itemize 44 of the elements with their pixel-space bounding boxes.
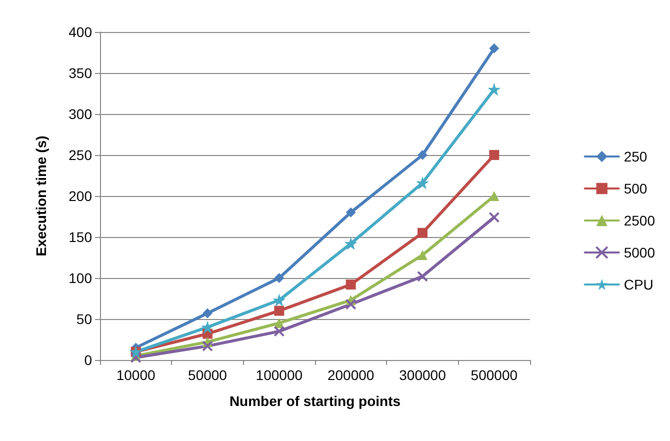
point bbox=[417, 270, 428, 282]
point bbox=[202, 308, 212, 318]
legend-label: 5000 bbox=[624, 244, 656, 260]
point bbox=[272, 294, 286, 307]
point bbox=[274, 306, 284, 316]
x-tick-label: 10000 bbox=[116, 367, 156, 383]
y-axis-title: Execution time (s) bbox=[33, 136, 49, 256]
point bbox=[416, 176, 429, 190]
point bbox=[130, 352, 142, 364]
point bbox=[345, 298, 356, 310]
point bbox=[344, 237, 358, 250]
point bbox=[418, 250, 428, 260]
y-tick-label: 400 bbox=[68, 24, 92, 40]
point bbox=[418, 150, 428, 160]
x-tick-label: 500000 bbox=[470, 367, 518, 383]
y-tick-label: 150 bbox=[68, 229, 92, 245]
point bbox=[488, 212, 500, 223]
y-tick-label: 250 bbox=[68, 147, 92, 163]
point bbox=[346, 280, 356, 290]
y-tick-label: 100 bbox=[68, 270, 92, 286]
legend-label: CPU bbox=[624, 276, 654, 292]
point bbox=[346, 207, 356, 218]
y-tick-label: 50 bbox=[76, 311, 92, 327]
point bbox=[489, 191, 500, 201]
x-tick-label: 50000 bbox=[188, 367, 228, 383]
legend-label: 2500 bbox=[624, 212, 656, 228]
y-tick-label: 0 bbox=[84, 352, 92, 368]
y-tick-label: 300 bbox=[68, 106, 92, 122]
point bbox=[274, 326, 285, 337]
legend-label: 500 bbox=[624, 180, 648, 196]
x-tick-label: 100000 bbox=[256, 367, 303, 383]
y-tick-label: 200 bbox=[68, 188, 92, 204]
point bbox=[202, 340, 213, 352]
x-tick-label: 200000 bbox=[327, 367, 374, 383]
point bbox=[489, 43, 500, 54]
point bbox=[201, 320, 214, 334]
point bbox=[488, 82, 501, 96]
x-axis-title: Number of starting points bbox=[229, 393, 401, 409]
x-tick-label: 300000 bbox=[399, 367, 446, 383]
point bbox=[274, 273, 284, 283]
y-tick-label: 350 bbox=[68, 65, 92, 81]
point bbox=[418, 228, 428, 238]
point bbox=[489, 150, 500, 160]
legend-label: 250 bbox=[624, 148, 648, 164]
